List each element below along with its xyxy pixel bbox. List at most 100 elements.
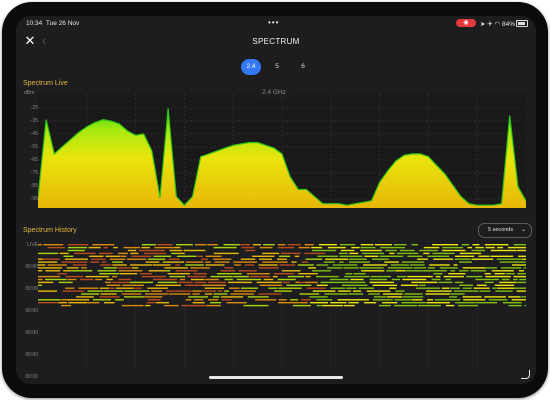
- history-segment: [429, 264, 450, 266]
- history-segment: [406, 270, 423, 272]
- history-segment: [475, 302, 498, 304]
- history-segment: [360, 246, 376, 249]
- spectrum-live-chart: [37, 94, 527, 208]
- history-segment: [164, 304, 179, 307]
- history-segment: [416, 287, 440, 289]
- history-segment: [103, 267, 117, 269]
- history-segment: [338, 252, 348, 255]
- history-segment: [112, 261, 123, 263]
- history-segment: [117, 267, 131, 269]
- band-2-4-button[interactable]: 2.4: [241, 59, 261, 75]
- history-segment: [394, 304, 418, 307]
- history-segment: [115, 287, 134, 289]
- history-segment: [92, 244, 115, 246]
- history-segment: [277, 258, 287, 260]
- history-segment: [74, 252, 96, 255]
- history-segment: [223, 244, 240, 246]
- history-segment: [348, 293, 364, 295]
- history-y-tick-label: 00:00: [25, 374, 38, 380]
- history-segment: [431, 278, 441, 281]
- history-segment: [65, 287, 75, 289]
- history-segment: [492, 287, 497, 289]
- history-segment: [38, 299, 61, 301]
- history-segment: [523, 267, 526, 269]
- history-segment: [184, 284, 201, 286]
- history-segment: [324, 261, 335, 263]
- close-button[interactable]: ✕: [24, 33, 36, 48]
- history-segment: [461, 244, 469, 246]
- history-segment: [497, 287, 515, 289]
- history-segment: [378, 304, 391, 307]
- history-segment: [507, 246, 526, 249]
- history-segment: [359, 267, 384, 269]
- history-segment: [190, 267, 210, 269]
- history-segment: [221, 296, 244, 298]
- history-segment: [497, 246, 503, 249]
- history-segment: [454, 258, 471, 260]
- history-segment: [213, 246, 237, 249]
- history-segment: [145, 293, 168, 295]
- history-segment: [130, 264, 152, 266]
- history-segment: [64, 258, 88, 260]
- history-segment: [272, 275, 278, 278]
- history-segment: [427, 299, 433, 301]
- history-segment: [65, 275, 84, 278]
- record-icon[interactable]: ◉: [456, 19, 476, 27]
- history-segment: [194, 299, 204, 301]
- history-segment: [278, 302, 299, 304]
- history-segment: [458, 304, 467, 307]
- history-segment: [152, 264, 171, 266]
- history-segment: [80, 278, 94, 281]
- history-segment: [274, 290, 292, 292]
- history-segment: [144, 304, 151, 307]
- history-segment: [339, 255, 363, 257]
- history-segment: [259, 258, 272, 260]
- history-segment: [145, 261, 160, 263]
- history-segment: [348, 302, 359, 304]
- history-segment: [316, 299, 333, 301]
- history-segment: [147, 287, 168, 289]
- history-segment: [505, 273, 515, 275]
- history-segment: [131, 255, 152, 257]
- history-segment: [309, 296, 328, 298]
- spectrum-history-title: Spectrum History: [23, 227, 77, 234]
- interval-dropdown[interactable]: 5 seconds ⌄: [478, 223, 532, 238]
- multitask-dots[interactable]: •••: [268, 18, 280, 27]
- home-indicator[interactable]: [209, 376, 343, 379]
- history-segment: [155, 284, 181, 286]
- back-button[interactable]: ‹: [41, 33, 47, 48]
- history-segment: [320, 281, 341, 284]
- history-segment: [423, 252, 430, 255]
- history-segment: [393, 244, 407, 246]
- history-segment: [90, 261, 100, 263]
- history-segment: [188, 296, 208, 298]
- history-segment: [123, 246, 140, 249]
- history-segment: [213, 293, 228, 295]
- band-5-button[interactable]: 5: [275, 63, 279, 70]
- history-segment: [81, 293, 100, 295]
- history-segment: [369, 278, 387, 281]
- history-segment: [197, 255, 203, 257]
- history-segment: [455, 255, 475, 257]
- history-segment: [162, 261, 184, 263]
- history-segment: [316, 304, 322, 307]
- history-segment: [292, 304, 311, 307]
- history-segment: [305, 281, 318, 284]
- history-svg: [38, 240, 526, 368]
- history-segment: [332, 264, 358, 266]
- history-segment: [185, 299, 192, 301]
- history-segment: [185, 264, 204, 266]
- history-segment: [217, 290, 223, 292]
- band-6-button[interactable]: 6: [301, 63, 305, 70]
- history-segment: [294, 255, 300, 257]
- history-segment: [126, 258, 147, 260]
- history-segment: [109, 258, 126, 260]
- history-segment: [263, 244, 275, 246]
- history-segment: [195, 244, 207, 246]
- history-segment: [201, 290, 216, 292]
- history-segment: [341, 284, 368, 286]
- history-segment: [476, 284, 487, 286]
- history-segment: [187, 275, 207, 278]
- history-segment: [155, 302, 169, 304]
- history-segment: [511, 264, 526, 266]
